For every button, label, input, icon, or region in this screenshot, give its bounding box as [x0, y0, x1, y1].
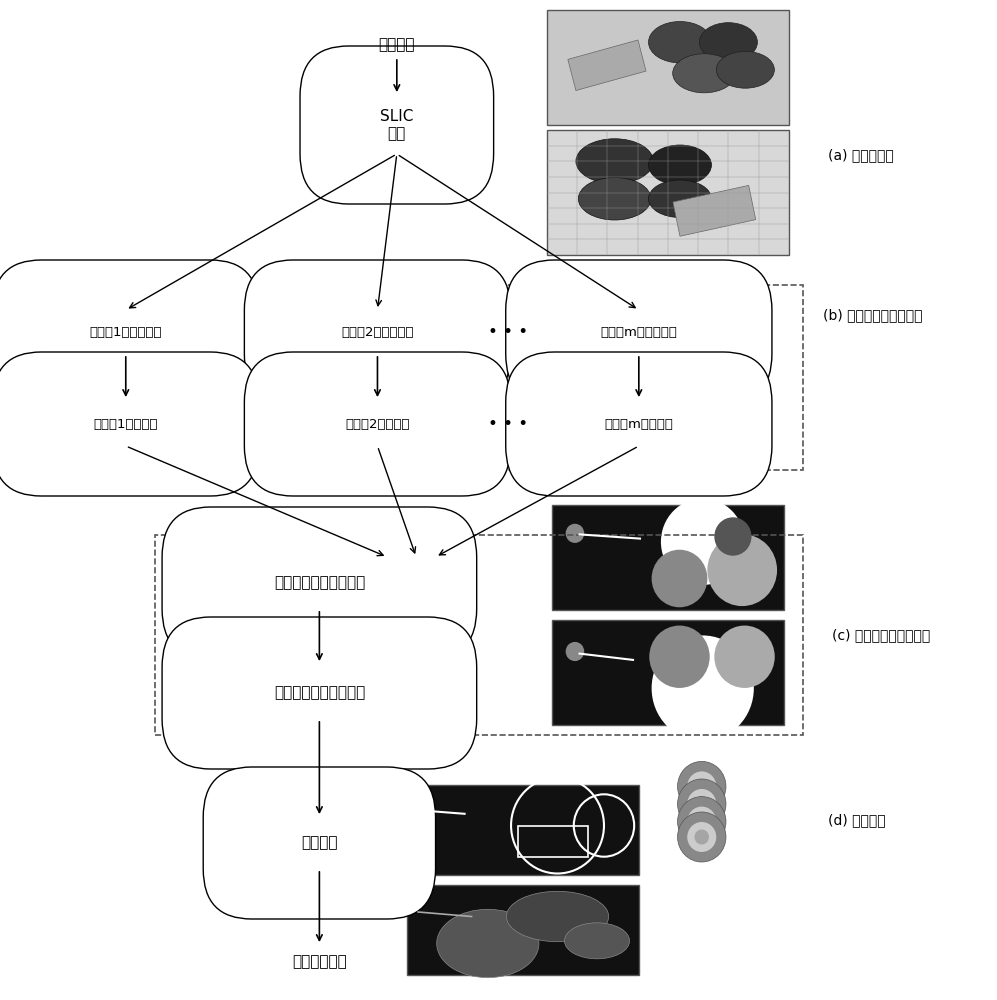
Circle shape	[695, 830, 709, 844]
Bar	[547, 130, 789, 255]
Text: SLIC
分割: SLIC 分割	[380, 109, 414, 141]
Circle shape	[678, 812, 726, 862]
Circle shape	[687, 807, 716, 837]
Circle shape	[678, 779, 726, 829]
Bar	[547, 10, 789, 125]
Bar	[551, 505, 784, 610]
Text: (d) 餐具检测: (d) 餐具检测	[828, 813, 885, 827]
Circle shape	[687, 822, 716, 852]
Circle shape	[678, 761, 726, 811]
Ellipse shape	[648, 21, 712, 63]
Circle shape	[714, 517, 752, 556]
Text: 第一阶段的多视角排序: 第一阶段的多视角排序	[274, 576, 365, 590]
FancyBboxPatch shape	[163, 617, 477, 769]
Circle shape	[565, 524, 584, 543]
Ellipse shape	[437, 909, 539, 978]
Bar	[568, 40, 646, 91]
Text: (a) 超像素分割: (a) 超像素分割	[828, 148, 893, 162]
FancyBboxPatch shape	[0, 352, 259, 496]
Bar	[518, 826, 587, 857]
Bar	[407, 885, 639, 975]
Ellipse shape	[648, 145, 712, 185]
Text: 餐具检测结果: 餐具检测结果	[292, 954, 347, 970]
Circle shape	[565, 642, 584, 661]
Circle shape	[661, 499, 745, 585]
Text: 第二阶段的多视角排序: 第二阶段的多视角排序	[274, 686, 365, 700]
Ellipse shape	[506, 891, 608, 942]
Bar	[407, 785, 639, 875]
FancyBboxPatch shape	[203, 767, 436, 919]
Text: 输入图像: 输入图像	[379, 37, 415, 52]
Circle shape	[714, 626, 775, 688]
Text: 生成第2类图模型: 生成第2类图模型	[345, 418, 410, 430]
Text: 提取第1类图像特征: 提取第1类图像特征	[90, 326, 163, 338]
Text: 提取第2类图像特征: 提取第2类图像特征	[341, 326, 414, 338]
Circle shape	[695, 796, 709, 812]
Ellipse shape	[699, 23, 758, 62]
FancyBboxPatch shape	[244, 352, 510, 496]
Text: 生成第1类图模型: 生成第1类图模型	[94, 418, 159, 430]
Bar	[551, 620, 784, 725]
FancyBboxPatch shape	[0, 260, 259, 404]
Text: • • •: • • •	[489, 323, 528, 341]
Text: • • •: • • •	[489, 415, 528, 433]
Circle shape	[687, 771, 716, 801]
Text: (c) 超像素点的排序检测: (c) 超像素点的排序检测	[832, 628, 930, 642]
Ellipse shape	[648, 180, 712, 218]
FancyBboxPatch shape	[505, 260, 772, 404]
Ellipse shape	[576, 139, 653, 184]
FancyBboxPatch shape	[244, 260, 510, 404]
Circle shape	[652, 550, 707, 607]
Circle shape	[678, 797, 726, 847]
Circle shape	[652, 635, 754, 741]
Circle shape	[707, 534, 777, 606]
Text: (b) 多视角图模型的构建: (b) 多视角图模型的构建	[823, 308, 922, 322]
Circle shape	[695, 814, 709, 829]
Circle shape	[687, 789, 716, 819]
Ellipse shape	[673, 54, 736, 93]
Bar	[673, 185, 756, 236]
Circle shape	[649, 626, 710, 688]
Text: 餐具分割: 餐具分割	[301, 836, 338, 850]
Circle shape	[695, 779, 709, 794]
FancyBboxPatch shape	[505, 352, 772, 496]
Ellipse shape	[716, 51, 775, 88]
Ellipse shape	[564, 923, 629, 959]
Text: 提取第m类图像特征: 提取第m类图像特征	[600, 326, 677, 338]
FancyBboxPatch shape	[163, 507, 477, 659]
Text: 生成第m类图模型: 生成第m类图模型	[604, 418, 673, 430]
FancyBboxPatch shape	[300, 46, 494, 204]
Ellipse shape	[578, 178, 651, 220]
